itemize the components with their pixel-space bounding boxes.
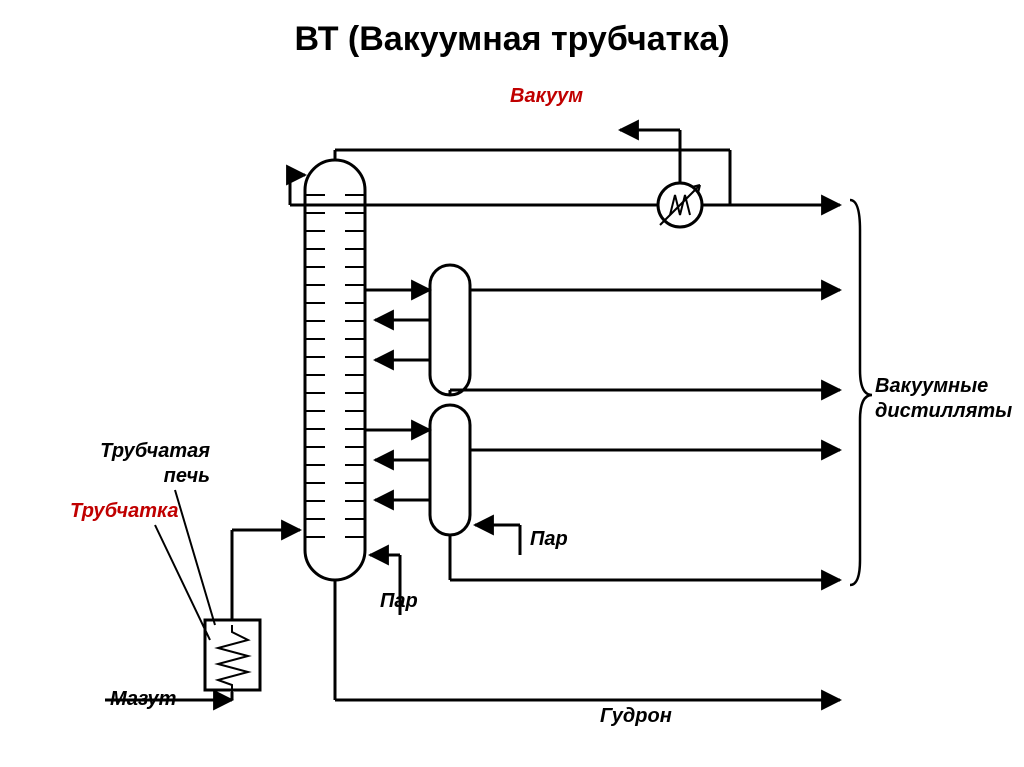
overhead-line	[290, 150, 840, 205]
steam-column	[370, 555, 400, 615]
tar-line	[335, 580, 840, 700]
furnace	[205, 620, 260, 692]
stripper-2	[430, 405, 470, 535]
diagram-svg	[0, 0, 1024, 767]
distillation-column	[305, 160, 365, 580]
vacuum-line	[620, 130, 680, 183]
feed-line	[105, 530, 300, 700]
leader-lines	[155, 490, 215, 640]
brace	[850, 200, 872, 585]
stripper-1	[430, 265, 470, 395]
condenser	[658, 183, 702, 227]
